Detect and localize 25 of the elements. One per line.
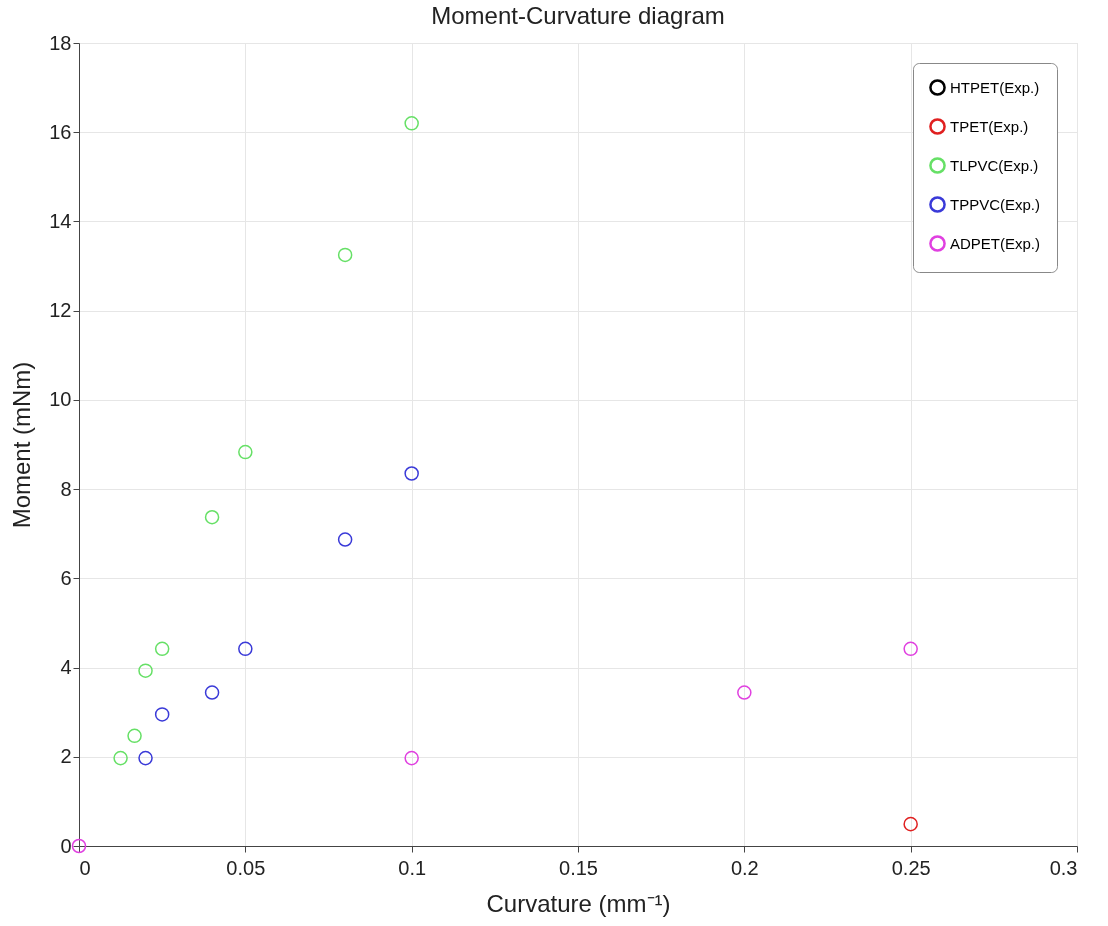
x-axis-title: Curvature (mm⁻¹) [486, 889, 671, 917]
x-tick-label: 0 [79, 856, 91, 879]
legend-label: TPPVC(Exp.) [950, 195, 1041, 213]
x-tick-label: 0.1 [398, 856, 427, 879]
chart-title: Moment-Curvature diagram [431, 2, 725, 29]
y-tick-label: 6 [60, 566, 72, 589]
x-tick-label: 0.25 [891, 856, 931, 879]
y-tick-label: 18 [49, 31, 72, 54]
x-tick-label: 0.05 [226, 856, 266, 879]
x-tick-label: 0.15 [559, 856, 598, 879]
legend-label: ADPET(Exp.) [950, 234, 1041, 252]
y-tick-label: 4 [60, 656, 72, 679]
y-tick-label: 14 [49, 209, 72, 232]
legend-label: TPET(Exp.) [950, 117, 1029, 135]
legend-label: HTPET(Exp.) [950, 78, 1040, 96]
x-tick-label: 0.2 [730, 856, 759, 879]
y-tick-label: 0 [60, 834, 72, 857]
y-tick-label: 10 [49, 388, 72, 411]
legend-label: TLPVC(Exp.) [950, 156, 1039, 174]
x-tick-label: 0.3 [1049, 856, 1078, 879]
y-axis-title: Moment (mNm) [8, 361, 36, 529]
y-tick-label: 8 [60, 477, 72, 500]
y-tick-label: 16 [49, 120, 72, 143]
y-tick-label: 12 [49, 299, 72, 322]
y-tick-label: 2 [60, 745, 72, 768]
